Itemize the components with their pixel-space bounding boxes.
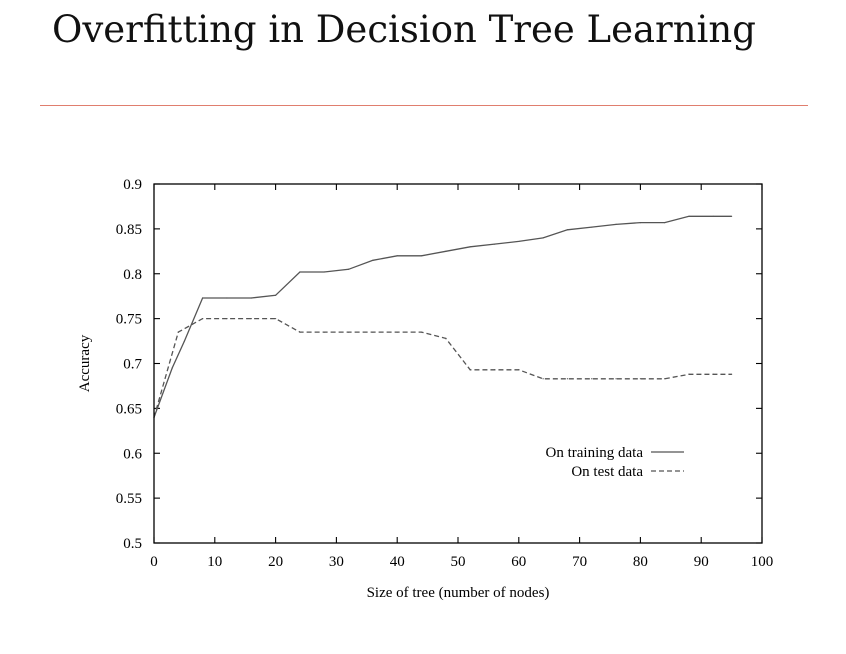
data-point: [183, 340, 185, 342]
data-point: [591, 226, 593, 228]
data-point: [299, 331, 301, 333]
data-point: [688, 373, 690, 375]
data-point: [275, 318, 277, 320]
data-point: [226, 318, 228, 320]
data-point: [396, 255, 398, 257]
x-tick-label: 90: [694, 554, 709, 570]
data-point: [420, 331, 423, 333]
data-point: [639, 221, 642, 224]
y-tick-label: 0.8: [123, 267, 142, 283]
x-tick-label: 100: [751, 554, 774, 570]
y-tick-label: 0.5: [123, 536, 142, 552]
data-point: [591, 378, 593, 380]
data-point: [323, 271, 325, 273]
x-axis-ticks: 0 10 20 30 40 50 60 70 80 90 100: [150, 184, 773, 570]
data-point: [396, 331, 398, 333]
series-line-training: [153, 215, 732, 418]
slide-title: Overfitting in Decision Tree Learning: [52, 8, 756, 51]
x-tick-label: 20: [268, 554, 283, 570]
x-axis-label: Size of tree (number of nodes): [367, 585, 550, 601]
data-point: [299, 271, 301, 273]
x-tick-label: 0: [150, 554, 158, 570]
data-point: [372, 331, 374, 333]
data-point: [177, 331, 179, 333]
y-tick-label: 0.75: [116, 312, 142, 328]
x-tick-label: 10: [207, 554, 222, 570]
data-point: [518, 369, 520, 371]
y-tick-label: 0.85: [116, 222, 142, 238]
y-axis-label: Accuracy: [77, 334, 93, 392]
data-point: [445, 250, 447, 252]
data-point: [171, 367, 173, 369]
data-point: [542, 378, 544, 380]
data-point: [347, 331, 350, 333]
data-point: [518, 240, 520, 243]
y-tick-label: 0.7: [123, 357, 142, 373]
data-point: [731, 373, 733, 375]
data-point: [566, 229, 569, 231]
legend-label: On training data: [546, 445, 644, 461]
data-point: [493, 243, 496, 245]
x-tick-label: 70: [572, 554, 587, 570]
data-point: [542, 237, 544, 239]
y-tick-label: 0.65: [116, 401, 142, 417]
y-axis-ticks: 0.5 0.55 0.6 0.65 0.7 0.75 0.8 0.85 0.9: [116, 177, 762, 552]
data-point: [615, 223, 617, 225]
data-point: [664, 378, 666, 380]
data-point: [202, 318, 204, 320]
legend-label: On test data: [571, 464, 643, 480]
data-point: [250, 297, 252, 299]
data-point: [250, 318, 252, 320]
data-point: [323, 331, 325, 333]
data-point: [445, 337, 447, 339]
legend: On training data On test data: [546, 445, 684, 480]
x-tick-label: 40: [390, 554, 405, 570]
x-tick-label: 50: [451, 554, 466, 570]
data-point: [688, 215, 690, 217]
y-tick-label: 0.6: [123, 446, 142, 462]
series-line-test: [153, 317, 732, 418]
data-point: [615, 378, 617, 380]
data-point: [420, 255, 423, 257]
data-point: [712, 215, 714, 217]
data-point: [202, 297, 204, 299]
series-layer: [153, 215, 733, 418]
data-point: [226, 297, 228, 299]
data-point: [731, 215, 733, 217]
data-point: [712, 373, 714, 375]
data-point: [469, 246, 471, 248]
y-tick-label: 0.9: [123, 177, 142, 193]
data-point: [493, 369, 496, 371]
data-point: [372, 259, 374, 261]
x-tick-label: 60: [511, 554, 526, 570]
data-point: [469, 369, 471, 371]
data-point: [347, 268, 350, 270]
data-point: [566, 378, 569, 380]
data-point: [664, 221, 666, 224]
plot-frame: [153, 183, 763, 544]
data-point: [639, 378, 642, 380]
y-tick-label: 0.55: [116, 491, 142, 507]
title-divider: [40, 105, 808, 106]
data-point: [275, 294, 277, 296]
x-tick-label: 30: [329, 554, 344, 570]
x-tick-label: 80: [633, 554, 648, 570]
